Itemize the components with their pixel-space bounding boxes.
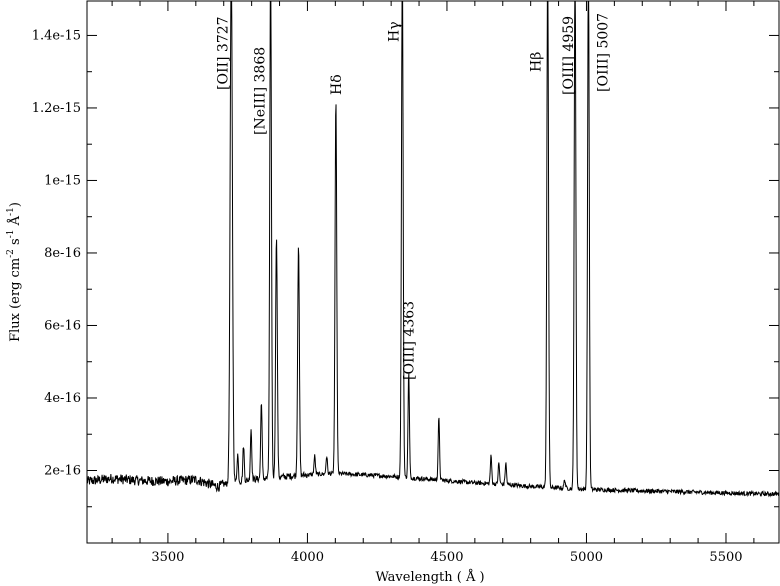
spectrum-layer — [87, 1, 779, 498]
ticks-layer: 3500 4000 4500 5000 5500 2e-16 4e-16 6e-16 8e-16… — [32, 1, 779, 565]
y-axis-label-exp3: -1 — [6, 207, 16, 216]
y-axis-label-exp1: -2 — [6, 249, 16, 258]
y-tick-label: 1.4e-15 — [32, 28, 81, 43]
spectrum-line — [87, 1, 779, 498]
x-tick-label: 5500 — [709, 550, 742, 565]
line-annotation: [NeIII] 3868 — [253, 47, 269, 135]
y-tick-label: 4e-16 — [44, 391, 81, 406]
x-tick-label: 3500 — [151, 550, 184, 565]
y-tick-label: 1.2e-15 — [32, 101, 81, 116]
x-tick-label: 4000 — [291, 550, 324, 565]
x-tick-label: 5000 — [570, 550, 603, 565]
y-axis-label-prefix: Flux (erg cm — [8, 258, 23, 342]
y-axis-label-mid1: s — [8, 238, 23, 249]
y-tick-label: 2e-16 — [44, 463, 81, 478]
y-axis-label-suffix: ) — [8, 202, 23, 207]
y-tick-label: 8e-16 — [44, 246, 81, 261]
y-axis-label: Flux (erg cm-2 s-1 Å-1) — [6, 202, 23, 342]
annotation-layer: [OII] 3727 [NeIII] 3868 Hδ Hγ [OIII] 4363 Hβ [… — [215, 13, 611, 380]
x-tick-label: 4500 — [430, 550, 463, 565]
plot-frame — [86, 0, 780, 544]
y-tick-label: 6e-16 — [44, 318, 81, 333]
y-axis-label-mid2: Å — [7, 215, 23, 229]
line-annotation: Hγ — [386, 21, 402, 42]
x-axis-label: Wavelength ( Å ) — [375, 569, 484, 585]
line-annotation: [OII] 3727 — [215, 16, 231, 90]
line-annotation: [OIII] 4959 — [561, 16, 577, 95]
line-annotation: Hβ — [529, 52, 545, 72]
line-annotation: [OIII] 5007 — [595, 13, 611, 92]
y-axis-label-exp2: -1 — [6, 229, 16, 238]
y-tick-label: 1e-15 — [44, 173, 81, 188]
line-annotation: [OIII] 4363 — [402, 301, 418, 380]
line-annotation: Hδ — [329, 74, 345, 95]
